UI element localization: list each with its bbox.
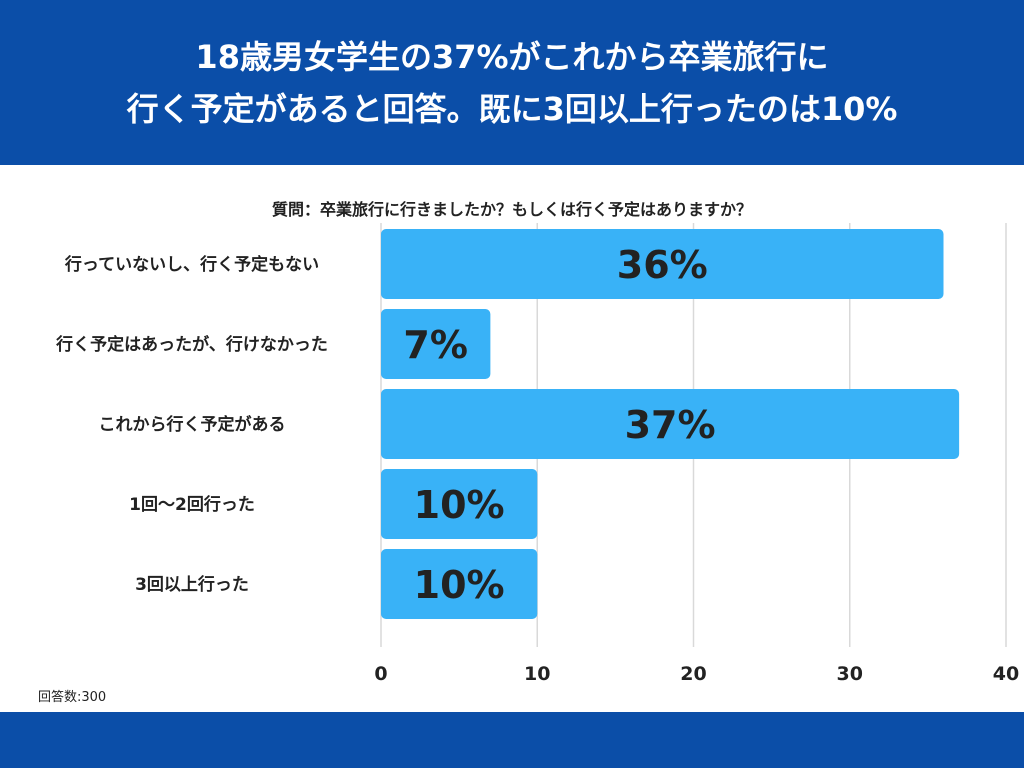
category-label: 行っていないし、行く予定もない — [64, 254, 319, 275]
data-label: 10% — [414, 483, 505, 527]
x-tick-label: 30 — [837, 663, 863, 685]
x-tick-label: 0 — [374, 663, 387, 685]
x-tick-label: 10 — [524, 663, 550, 685]
title-line-2: 行く予定があると回答。既に3回以上行ったのは10% — [126, 89, 898, 128]
bar — [381, 549, 538, 619]
category-label: これから行く予定がある — [99, 414, 286, 435]
data-label: 36% — [617, 243, 708, 287]
category-label: 1回〜2回行った — [129, 494, 255, 515]
category-label: 3回以上行った — [135, 574, 249, 595]
bar — [381, 309, 491, 379]
question-text: 質問：卒業旅行に行きましたか？もしくは行く予定はありますか？ — [271, 200, 752, 219]
title-line-1: 18歳男女学生の37%がこれから卒業旅行に — [195, 37, 829, 76]
bar — [381, 469, 538, 539]
title-banner: 18歳男女学生の37%がこれから卒業旅行に 行く予定があると回答。既に3回以上行… — [0, 0, 1024, 165]
data-label: 37% — [625, 403, 716, 447]
bar-chart: 0 10 20 30 40 36% 行っていないし、行く予定もない 7% 行く予定はあったが、行… — [55, 223, 1019, 685]
data-label: 10% — [414, 563, 505, 607]
bar — [381, 229, 944, 299]
data-label: 7% — [403, 323, 468, 367]
response-count: 回答数:300 — [38, 690, 107, 705]
x-tick-label: 20 — [680, 663, 706, 685]
x-tick-label: 40 — [993, 663, 1019, 685]
bar — [381, 389, 960, 459]
footer-band — [0, 712, 1024, 768]
category-label: 行く予定はあったが、行けなかった — [55, 334, 328, 355]
